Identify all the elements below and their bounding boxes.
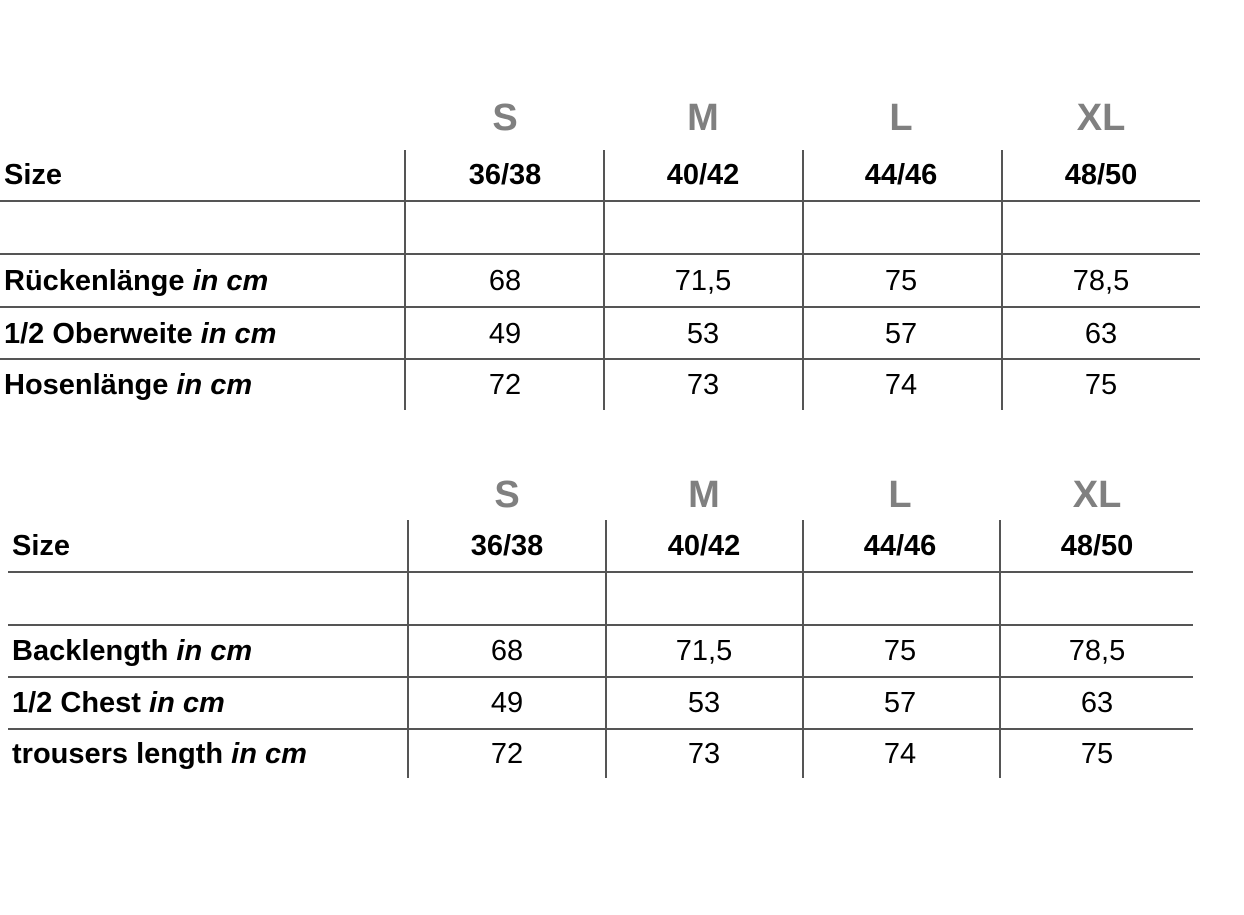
measurement-name: trousers length bbox=[12, 738, 224, 770]
grid-line-vertical bbox=[802, 520, 804, 778]
grid-line-vertical bbox=[1001, 150, 1003, 410]
grid-line-horizontal bbox=[8, 728, 1193, 730]
measurement-value: 73 bbox=[686, 369, 720, 401]
measurement-value: 53 bbox=[686, 318, 720, 350]
grid-line-vertical bbox=[605, 520, 607, 778]
unit-label: in cm bbox=[176, 369, 253, 401]
size-number: 48/50 bbox=[1064, 159, 1138, 191]
row-label: Backlength in cm bbox=[12, 634, 252, 668]
row-label: trousers length in cm bbox=[12, 737, 307, 771]
measurement-value: 74 bbox=[884, 369, 918, 401]
measurement-value: 71,5 bbox=[674, 265, 732, 297]
grid-line-vertical bbox=[404, 150, 406, 410]
row-label: 1/2 Chest in cm bbox=[12, 686, 225, 720]
row-label: Hosenlänge in cm bbox=[4, 368, 252, 402]
header-label: Size bbox=[4, 159, 63, 191]
measurement-value: 53 bbox=[687, 687, 721, 719]
measurement-value: 49 bbox=[490, 687, 524, 719]
header-label: Size bbox=[12, 530, 71, 562]
size-letter: S bbox=[492, 97, 518, 139]
measurement-value: 63 bbox=[1080, 687, 1114, 719]
measurement-value: 71,5 bbox=[675, 635, 733, 667]
measurement-name: Backlength bbox=[12, 635, 169, 667]
size-number: 44/46 bbox=[864, 159, 938, 191]
grid-line-vertical bbox=[999, 520, 1001, 778]
measurement-value: 63 bbox=[1084, 318, 1118, 350]
measurement-value: 75 bbox=[883, 635, 917, 667]
measurement-name: Hosenlänge bbox=[4, 369, 169, 401]
grid-line-vertical bbox=[407, 520, 409, 778]
grid-line-horizontal bbox=[0, 200, 1200, 202]
size-number: 36/38 bbox=[468, 159, 542, 191]
grid-line-vertical bbox=[802, 150, 804, 410]
measurement-value: 78,5 bbox=[1072, 265, 1130, 297]
size-number: 40/42 bbox=[666, 159, 740, 191]
measurement-value: 72 bbox=[490, 738, 524, 770]
measurement-value: 75 bbox=[1084, 369, 1118, 401]
size-letter: XL bbox=[1076, 97, 1126, 139]
measurement-value: 49 bbox=[488, 318, 522, 350]
measurement-value: 75 bbox=[884, 265, 918, 297]
unit-label: in cm bbox=[200, 318, 277, 350]
measurement-value: 74 bbox=[883, 738, 917, 770]
measurement-name: 1/2 Chest bbox=[12, 687, 141, 719]
unit-label: in cm bbox=[176, 635, 253, 667]
measurement-value: 72 bbox=[488, 369, 522, 401]
grid-line-horizontal bbox=[8, 571, 1193, 573]
grid-line-horizontal bbox=[8, 676, 1193, 678]
size-number: 36/38 bbox=[470, 530, 544, 562]
size-letter: S bbox=[494, 474, 520, 516]
measurement-value: 68 bbox=[488, 265, 522, 297]
row-label: 1/2 Oberweite in cm bbox=[4, 317, 276, 351]
size-letter: L bbox=[889, 97, 913, 139]
measurement-value: 57 bbox=[884, 318, 918, 350]
size-number: 40/42 bbox=[667, 530, 741, 562]
unit-label: in cm bbox=[231, 738, 307, 770]
measurement-value: 73 bbox=[687, 738, 721, 770]
measurement-name: 1/2 Oberweite bbox=[4, 318, 193, 350]
measurement-value: 78,5 bbox=[1068, 635, 1126, 667]
measurement-value: 57 bbox=[883, 687, 917, 719]
grid-line-horizontal bbox=[0, 358, 1200, 360]
row-label: Rückenlänge in cm bbox=[4, 264, 268, 298]
size-letter: XL bbox=[1072, 474, 1122, 516]
size-letter: L bbox=[888, 474, 912, 516]
size-letter: M bbox=[687, 97, 719, 139]
size-number: 48/50 bbox=[1060, 530, 1134, 562]
size-letter: M bbox=[688, 474, 720, 516]
measurement-value: 75 bbox=[1080, 738, 1114, 770]
measurement-name: Rückenlänge bbox=[4, 265, 185, 297]
size-number: 44/46 bbox=[863, 530, 937, 562]
unit-label: in cm bbox=[149, 687, 225, 719]
grid-line-horizontal bbox=[0, 253, 1200, 255]
grid-line-vertical bbox=[603, 150, 605, 410]
grid-line-horizontal bbox=[0, 306, 1200, 308]
grid-line-horizontal bbox=[8, 624, 1193, 626]
measurement-value: 68 bbox=[490, 635, 524, 667]
unit-label: in cm bbox=[192, 265, 269, 297]
